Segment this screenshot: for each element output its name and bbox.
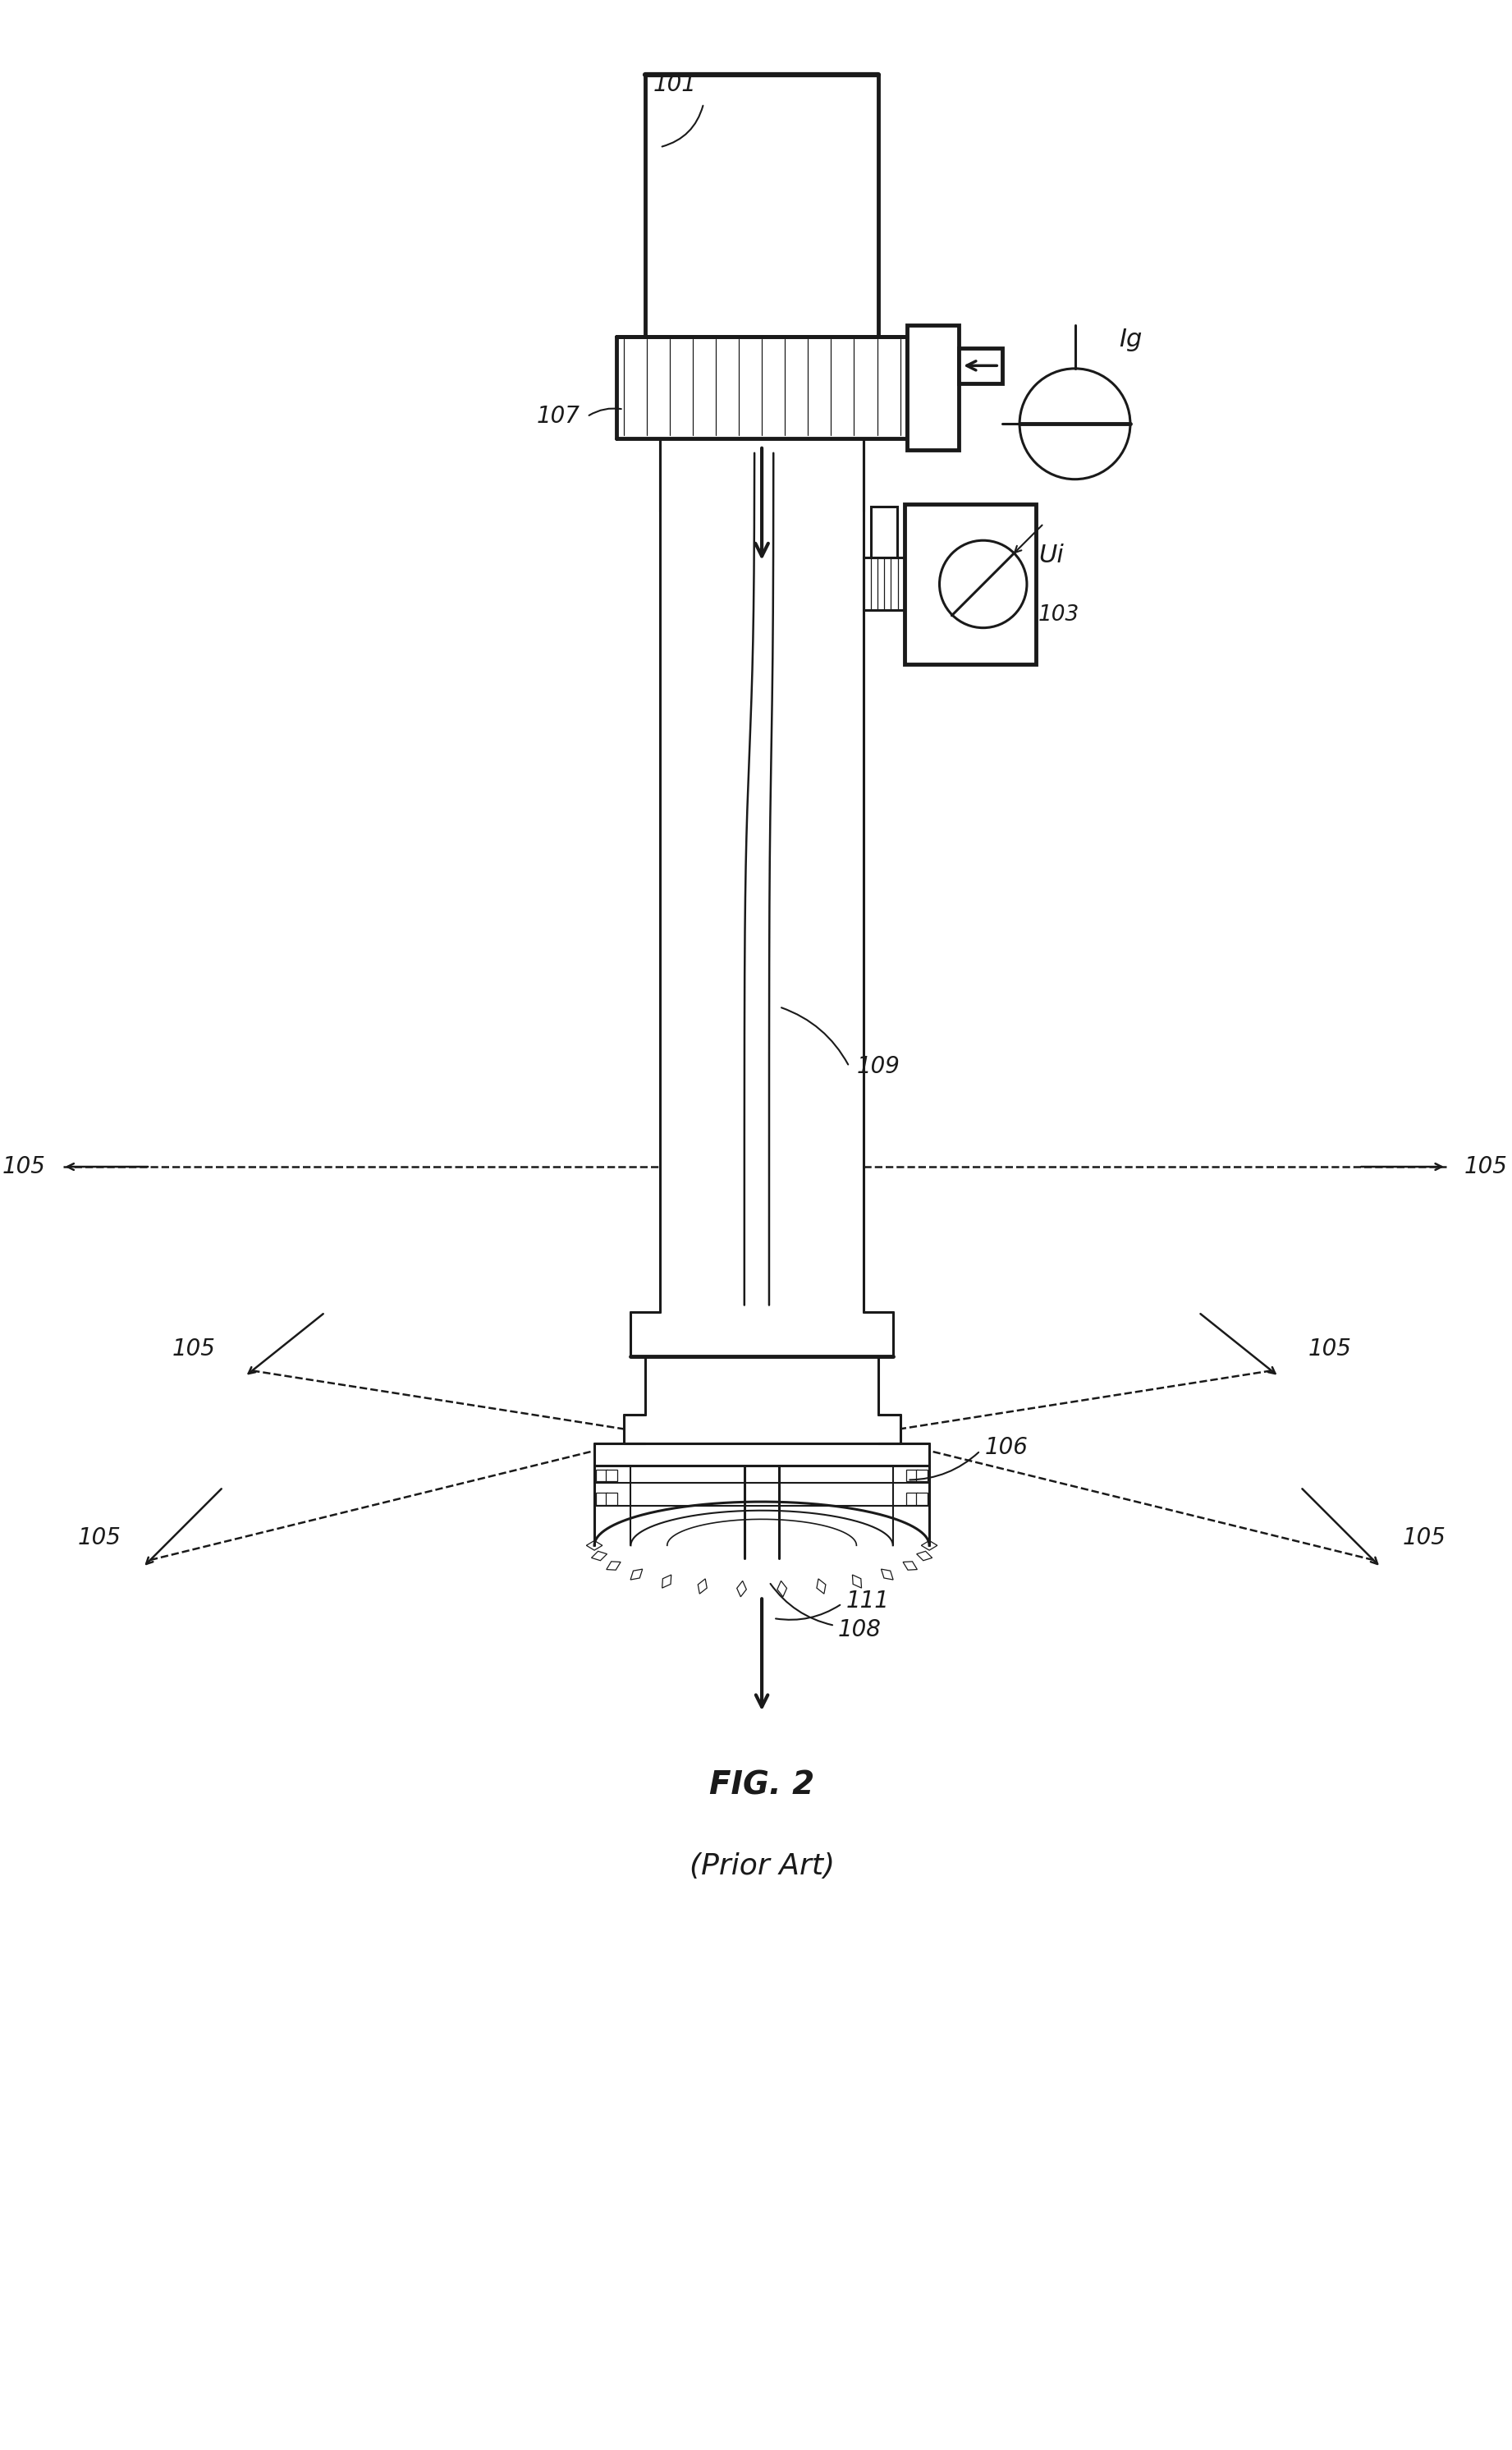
Bar [606,1470,618,1482]
Text: Ig: Ig [1119,328,1142,350]
Bar [871,507,897,559]
Bar [863,559,904,610]
Bar [606,1492,618,1504]
Bar [596,1470,608,1482]
Text: 101: 101 [653,74,697,96]
Bar [904,505,1036,664]
Text: 105: 105 [77,1526,121,1551]
Text: 107: 107 [537,404,579,429]
Bar [907,326,959,451]
Bar [596,1492,608,1504]
Bar [959,348,1002,382]
Text: 105: 105 [172,1338,216,1360]
Bar [916,1470,928,1482]
Text: 105: 105 [1464,1156,1507,1178]
Text: 105: 105 [1403,1526,1445,1551]
Text: Ui: Ui [1039,544,1064,568]
Text: 111: 111 [847,1590,889,1612]
Text: 105: 105 [1308,1338,1352,1360]
Text: 109: 109 [856,1056,900,1078]
Bar [906,1470,918,1482]
Text: 105: 105 [2,1156,45,1178]
Bar [906,1492,918,1504]
Text: 106: 106 [984,1436,1028,1460]
Text: 103: 103 [1039,605,1080,625]
Bar [916,1492,928,1504]
Text: 108: 108 [838,1619,881,1642]
Text: FIG. 2: FIG. 2 [709,1771,815,1801]
Text: (Prior Art): (Prior Art) [689,1852,835,1879]
